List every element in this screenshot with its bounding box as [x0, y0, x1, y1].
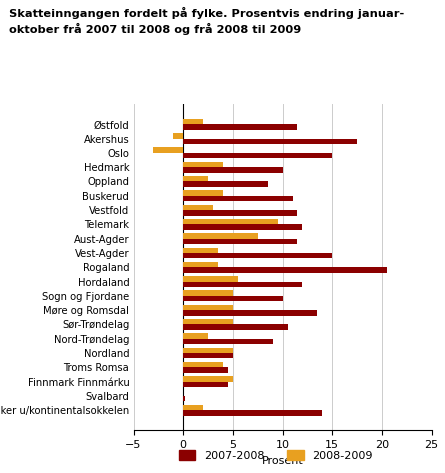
Bar [183, 267, 387, 272]
Bar [183, 196, 292, 201]
Bar [183, 153, 332, 158]
Bar [183, 310, 317, 315]
Bar [183, 233, 258, 239]
Bar [183, 296, 283, 301]
Bar [183, 376, 233, 382]
Bar [183, 339, 273, 344]
Bar [183, 205, 213, 210]
Text: Skatteinngangen fordelt på fylke. Prosentvis endring januar-
oktober frå 2007 ti: Skatteinngangen fordelt på fylke. Prosen… [9, 7, 404, 35]
Bar [183, 162, 223, 167]
Bar [183, 410, 322, 416]
Bar [183, 319, 233, 324]
Bar [183, 305, 233, 310]
Bar [183, 219, 278, 224]
Bar [183, 253, 332, 258]
Bar [183, 281, 303, 287]
Bar [183, 182, 268, 187]
Bar [183, 239, 297, 244]
Bar [183, 324, 287, 330]
Bar [183, 167, 283, 173]
Bar [183, 333, 208, 339]
Bar [183, 405, 203, 410]
Bar [173, 133, 183, 139]
Bar [183, 362, 223, 368]
Bar [183, 124, 297, 130]
Bar [183, 247, 218, 253]
Bar [183, 396, 185, 401]
Bar [183, 210, 297, 216]
Bar [183, 276, 238, 281]
Bar [183, 139, 357, 144]
Bar [183, 368, 228, 373]
X-axis label: Prosent: Prosent [262, 455, 303, 466]
Bar [183, 176, 208, 182]
Legend: 2007-2008, 2008-2009: 2007-2008, 2008-2009 [174, 446, 377, 465]
Bar [183, 262, 218, 267]
Bar [183, 119, 203, 124]
Bar [183, 353, 233, 359]
Bar [183, 190, 223, 196]
Bar [183, 290, 233, 296]
Bar [183, 348, 233, 353]
Bar [183, 224, 303, 230]
Bar [154, 148, 183, 153]
Bar [183, 382, 228, 387]
